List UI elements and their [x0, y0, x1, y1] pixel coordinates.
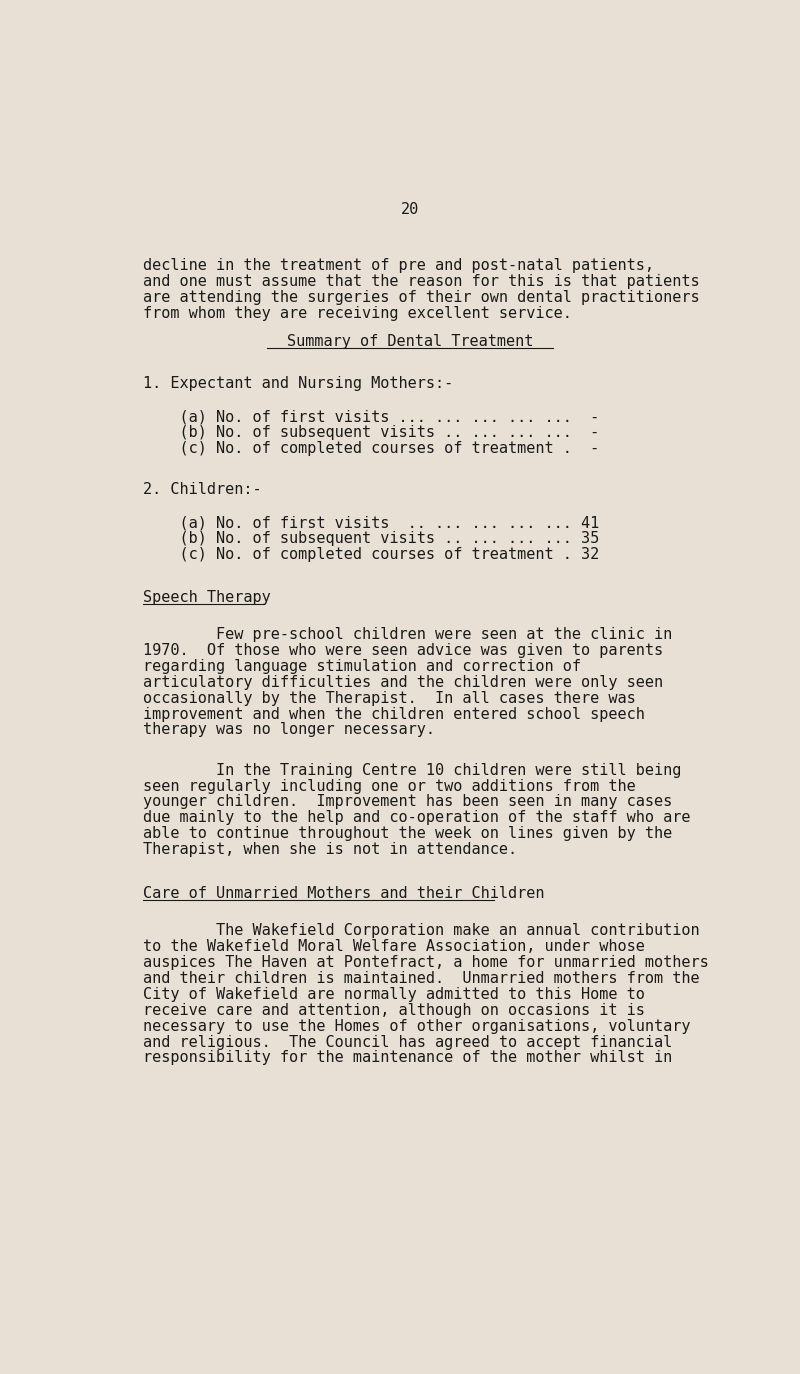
Text: Therapist, when she is not in attendance.: Therapist, when she is not in attendance…	[143, 842, 518, 857]
Text: seen regularly including one or two additions from the: seen regularly including one or two addi…	[143, 779, 636, 794]
Text: therapy was no longer necessary.: therapy was no longer necessary.	[143, 723, 435, 738]
Text: Few pre-school children were seen at the clinic in: Few pre-school children were seen at the…	[143, 627, 673, 642]
Text: (c) No. of completed courses of treatment .  -: (c) No. of completed courses of treatmen…	[143, 441, 600, 456]
Text: 1. Expectant and Nursing Mothers:-: 1. Expectant and Nursing Mothers:-	[143, 376, 454, 392]
Text: receive care and attention, although on occasions it is: receive care and attention, although on …	[143, 1003, 646, 1018]
Text: articulatory difficulties and the children were only seen: articulatory difficulties and the childr…	[143, 675, 663, 690]
Text: and one must assume that the reason for this is that patients: and one must assume that the reason for …	[143, 273, 700, 289]
Text: Care of Unmarried Mothers and their Children: Care of Unmarried Mothers and their Chil…	[143, 886, 545, 901]
Text: decline in the treatment of pre and post-natal patients,: decline in the treatment of pre and post…	[143, 258, 654, 273]
Text: occasionally by the Therapist.  In all cases there was: occasionally by the Therapist. In all ca…	[143, 691, 636, 706]
Text: auspices The Haven at Pontefract, a home for unmarried mothers: auspices The Haven at Pontefract, a home…	[143, 955, 709, 970]
Text: The Wakefield Corporation make an annual contribution: The Wakefield Corporation make an annual…	[143, 923, 700, 938]
Text: responsibility for the maintenance of the mother whilst in: responsibility for the maintenance of th…	[143, 1050, 673, 1065]
Text: 1970.  Of those who were seen advice was given to parents: 1970. Of those who were seen advice was …	[143, 643, 663, 658]
Text: regarding language stimulation and correction of: regarding language stimulation and corre…	[143, 660, 582, 675]
Text: younger children.  Improvement has been seen in many cases: younger children. Improvement has been s…	[143, 794, 673, 809]
Text: (a) No. of first visits  .. ... ... ... ... 41: (a) No. of first visits .. ... ... ... .…	[143, 515, 600, 530]
Text: improvement and when the children entered school speech: improvement and when the children entere…	[143, 706, 646, 721]
Text: are attending the surgeries of their own dental practitioners: are attending the surgeries of their own…	[143, 290, 700, 305]
Text: (a) No. of first visits ... ... ... ... ...  -: (a) No. of first visits ... ... ... ... …	[143, 409, 600, 425]
Text: to the Wakefield Moral Welfare Association, under whose: to the Wakefield Moral Welfare Associati…	[143, 940, 646, 955]
Text: In the Training Centre 10 children were still being: In the Training Centre 10 children were …	[143, 763, 682, 778]
Text: able to continue throughout the week on lines given by the: able to continue throughout the week on …	[143, 826, 673, 841]
Text: 2. Children:-: 2. Children:-	[143, 482, 262, 497]
Text: and their children is maintained.  Unmarried mothers from the: and their children is maintained. Unmarr…	[143, 971, 700, 987]
Text: Speech Therapy: Speech Therapy	[143, 591, 271, 605]
Text: from whom they are receiving excellent service.: from whom they are receiving excellent s…	[143, 305, 572, 320]
Text: (c) No. of completed courses of treatment . 32: (c) No. of completed courses of treatmen…	[143, 547, 600, 562]
Text: (b) No. of subsequent visits .. ... ... ... 35: (b) No. of subsequent visits .. ... ... …	[143, 530, 600, 545]
Text: City of Wakefield are normally admitted to this Home to: City of Wakefield are normally admitted …	[143, 987, 646, 1002]
Text: Summary of Dental Treatment: Summary of Dental Treatment	[287, 334, 533, 349]
Text: and religious.  The Council has agreed to accept financial: and religious. The Council has agreed to…	[143, 1035, 673, 1050]
Text: 20: 20	[401, 202, 419, 217]
Text: due mainly to the help and co-operation of the staff who are: due mainly to the help and co-operation …	[143, 811, 691, 826]
Text: necessary to use the Homes of other organisations, voluntary: necessary to use the Homes of other orga…	[143, 1018, 691, 1033]
Text: (b) No. of subsequent visits .. ... ... ...  -: (b) No. of subsequent visits .. ... ... …	[143, 425, 600, 440]
